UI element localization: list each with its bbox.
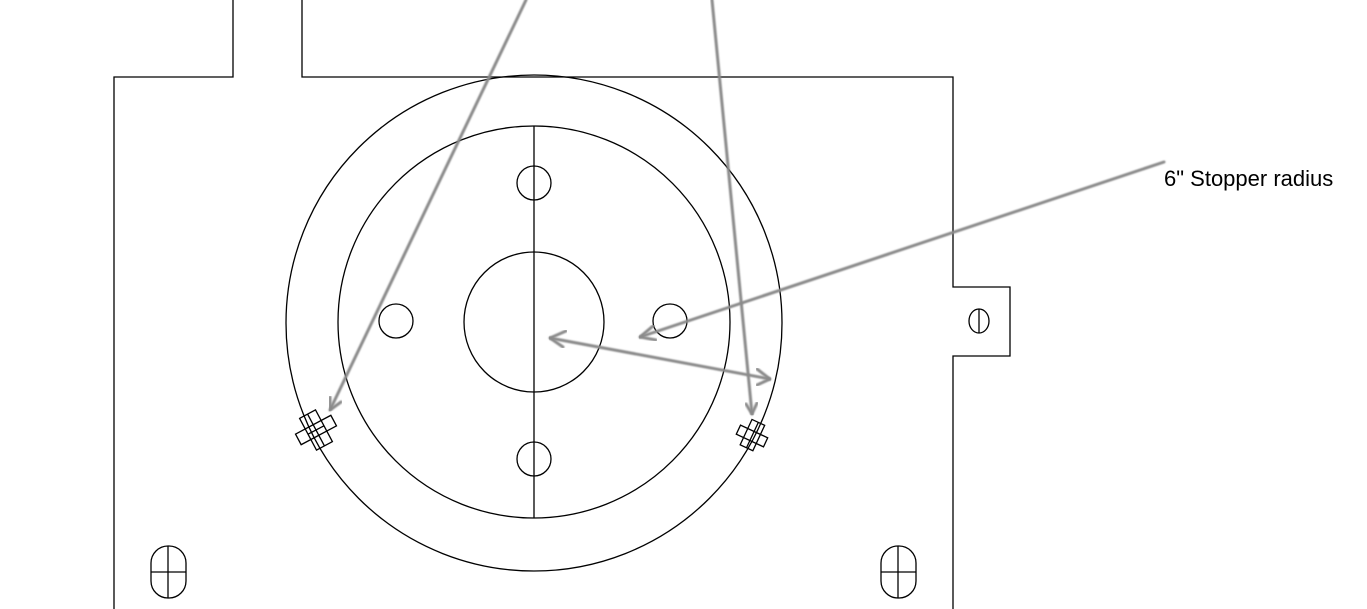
bolt-hole-bottom: [516, 441, 552, 477]
mount-hole-right-tab: [968, 308, 990, 334]
radius-dimension-arrow: [546, 329, 773, 387]
arrow-to-left-stopper: [328, 0, 528, 413]
bolt-hole-left: [378, 303, 414, 339]
bolt-hole-right: [652, 303, 688, 339]
mount-slot-bottom-left: [150, 545, 187, 599]
plate-outline: [113, 0, 1011, 609]
stopper-left: [294, 409, 338, 451]
arrow-to-right-stopper: [710, 0, 759, 418]
stopper-right: [735, 418, 769, 452]
mount-slot-bottom-right: [880, 545, 917, 599]
stopper-radius-label: 6" Stopper radius: [1164, 166, 1334, 191]
callout-leader-arrow: [636, 160, 1166, 342]
outer-ring: [285, 74, 783, 572]
bolt-hole-top: [516, 165, 552, 201]
